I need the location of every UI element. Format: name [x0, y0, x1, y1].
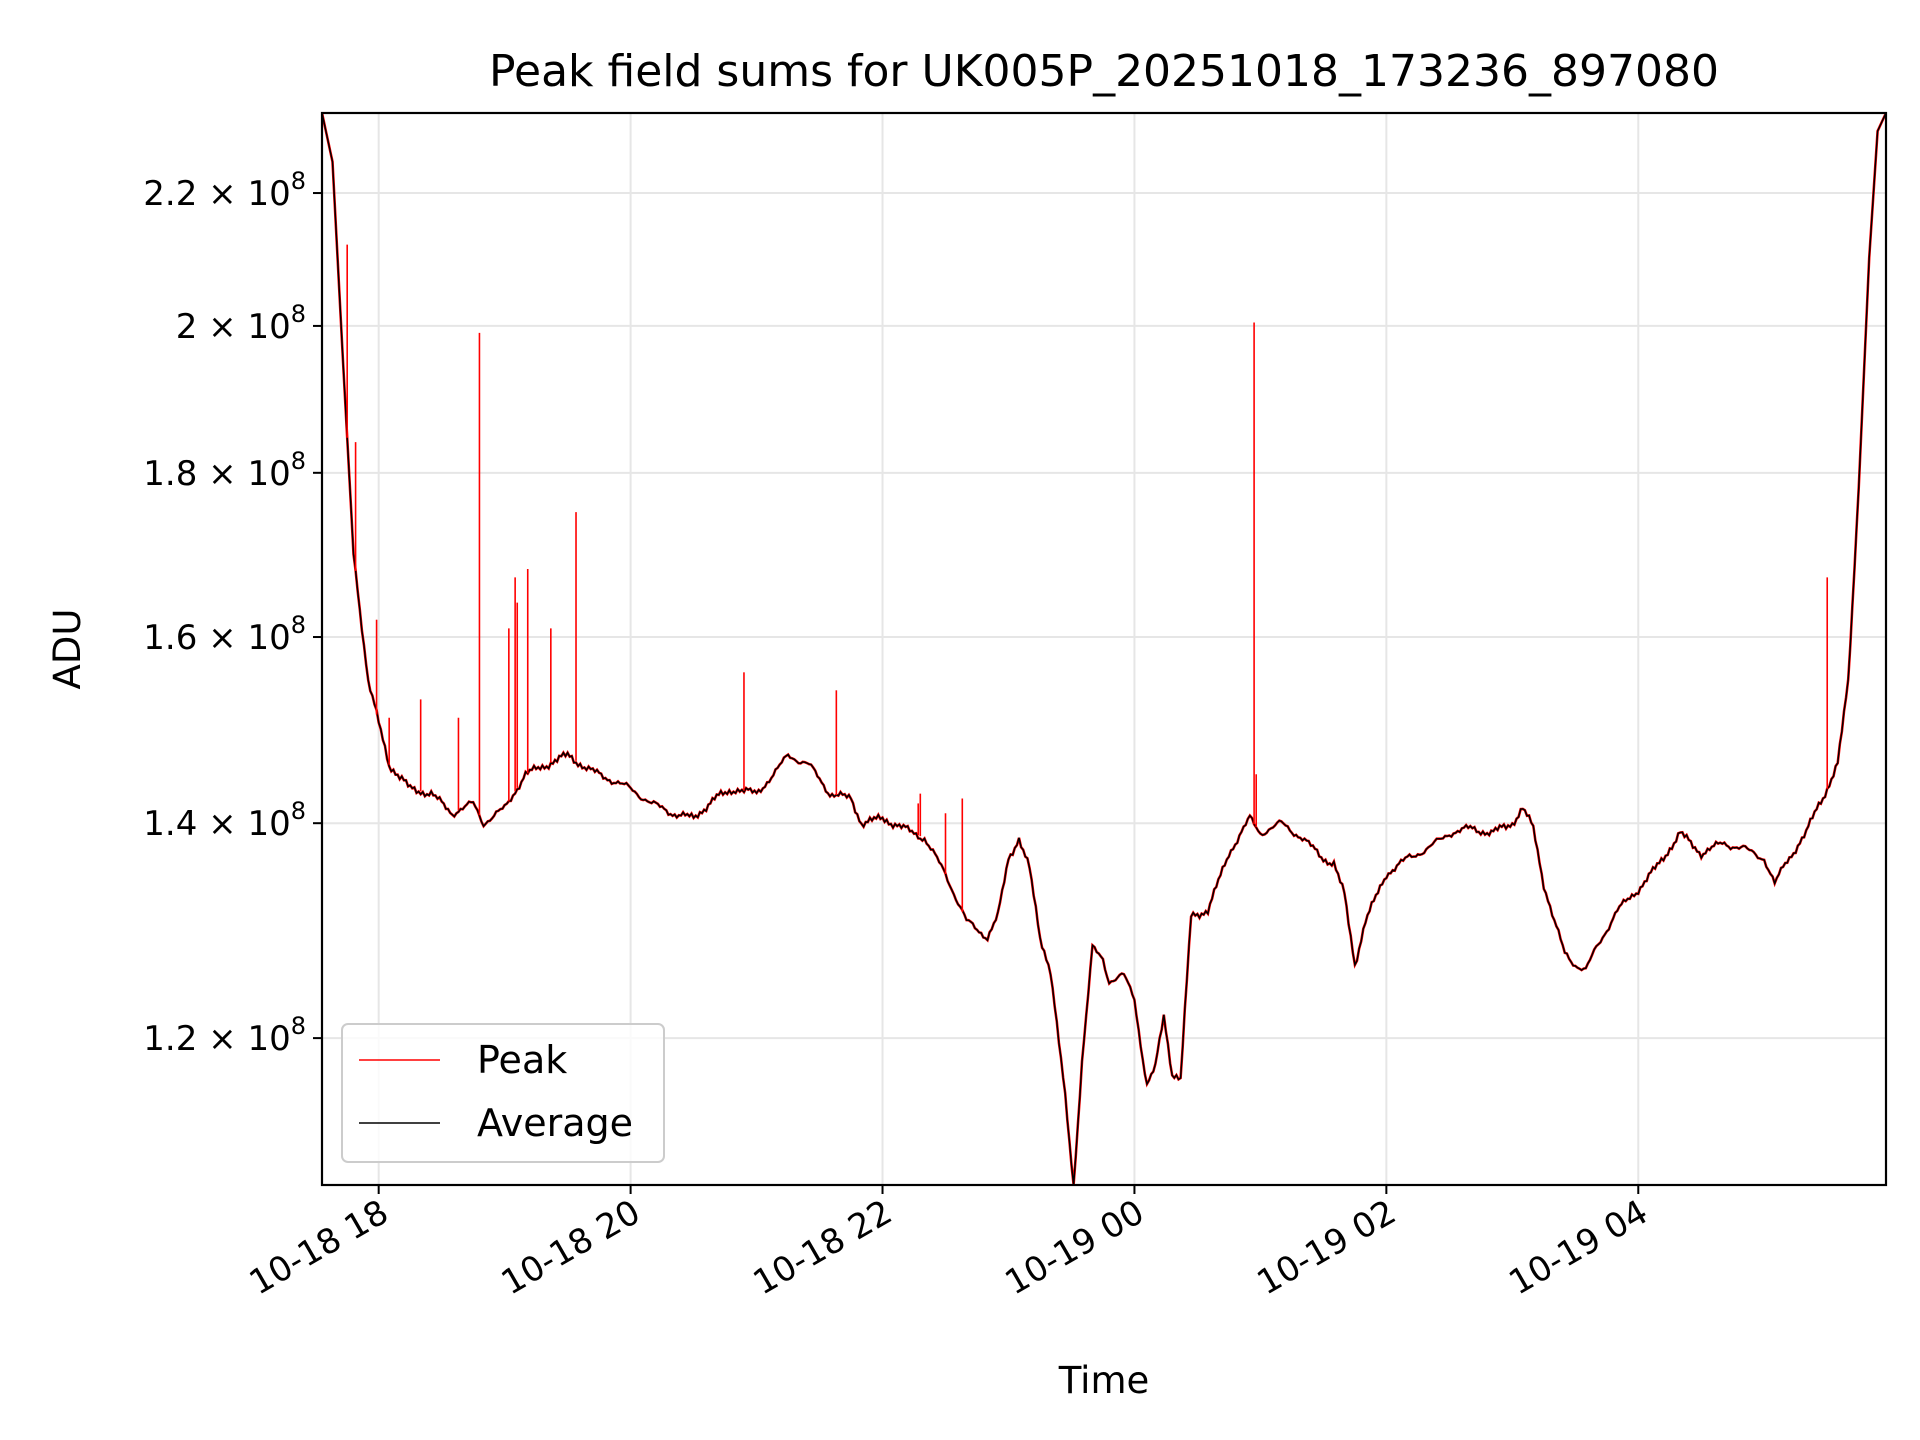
y-tick-label: 2.2 × 108: [143, 167, 306, 214]
legend: Peak Average: [341, 1023, 665, 1163]
grid: [322, 113, 1886, 1185]
y-tick-label: 1.6 × 108: [143, 611, 306, 658]
series-layer: [322, 113, 1886, 1185]
y-tick-label: 2 × 108: [176, 300, 306, 347]
chart-title: Peak field sums for UK005P_20251018_1732…: [489, 46, 1719, 97]
y-axis: 1.2 × 108 1.4 × 108 1.6 × 108 1.8 × 108 2 × …: [143, 167, 322, 1059]
legend-label-average: Average: [477, 1101, 633, 1145]
y-tick-label: 1.4 × 108: [143, 797, 306, 844]
plot-frame: [320, 111, 1888, 1187]
series-line-average: [322, 113, 1886, 1185]
y-tick-label: 1.2 × 108: [143, 1012, 306, 1059]
y-tick-label: 1.8 × 108: [143, 447, 306, 494]
y-axis-label: ADU: [46, 609, 89, 690]
legend-box: [341, 1023, 665, 1163]
legend-label-peak: Peak: [477, 1038, 567, 1082]
x-axis-label: Time: [1058, 1359, 1150, 1402]
